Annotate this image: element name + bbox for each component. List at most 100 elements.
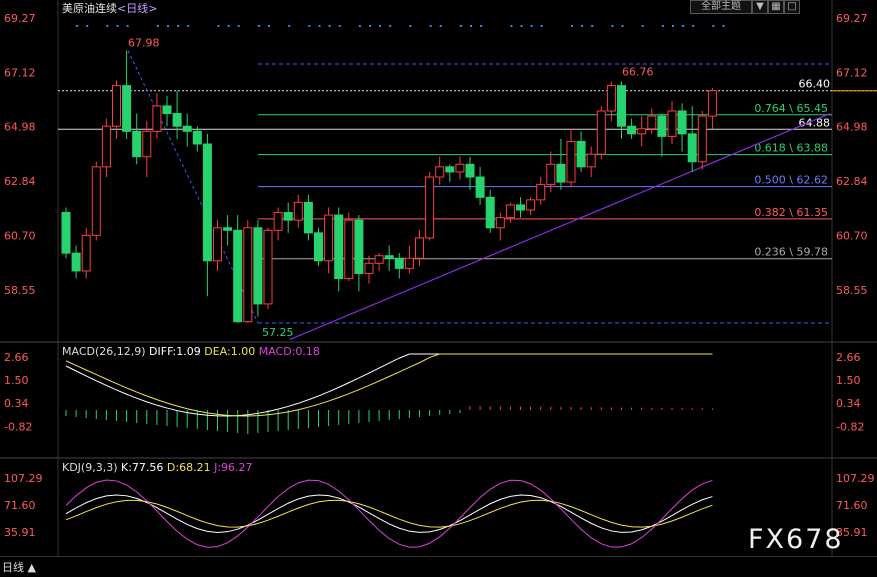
candle-body xyxy=(293,201,303,221)
candle-body xyxy=(475,176,485,198)
low-label: 57.25 xyxy=(262,326,294,339)
event-marker xyxy=(217,25,220,27)
candle-body xyxy=(556,163,566,183)
event-marker xyxy=(116,25,119,27)
price-tick-left: 60.70 xyxy=(4,229,36,242)
price-tick-left: 62.84 xyxy=(4,175,36,188)
event-marker xyxy=(520,25,523,27)
candle-body xyxy=(81,234,91,272)
candle-body xyxy=(202,143,212,262)
candle-body xyxy=(273,212,283,231)
theme-button[interactable]: 全部主题 xyxy=(690,0,752,14)
candle-body xyxy=(152,105,162,132)
price-tick-right: 69.27 xyxy=(836,12,868,25)
event-marker xyxy=(510,25,513,27)
candle-body xyxy=(314,232,323,262)
event-marker xyxy=(237,25,240,27)
event-marker xyxy=(692,25,695,27)
event-marker xyxy=(470,25,472,27)
event-marker xyxy=(167,25,169,27)
candle-body xyxy=(435,166,445,178)
macd-title: MACD(26,12,9) xyxy=(62,345,146,358)
candle-body xyxy=(415,237,424,259)
candle-body xyxy=(324,214,334,262)
event-marker xyxy=(318,25,321,27)
high-label: 67.98 xyxy=(128,37,160,50)
event-marker xyxy=(581,25,584,27)
event-marker xyxy=(338,25,341,27)
event-marker xyxy=(156,25,159,27)
period-selector[interactable]: 日线 ▲ xyxy=(2,561,36,574)
candle-body xyxy=(213,227,222,262)
candle-body xyxy=(283,212,293,221)
candle-body xyxy=(647,115,657,130)
mid-price-label: 64.88 xyxy=(799,116,831,129)
fib-label: 0.764 \ 65.45 xyxy=(754,102,828,115)
fib-label: 0.618 \ 63.88 xyxy=(754,142,828,155)
event-marker xyxy=(257,25,260,27)
grid-icon[interactable]: ▦ xyxy=(768,0,784,14)
candle-body xyxy=(243,227,253,323)
kdj-tick-right: 35.91 xyxy=(836,526,868,539)
price-tick-right: 62.84 xyxy=(836,175,868,188)
candle-body xyxy=(526,199,536,211)
candle-body xyxy=(172,113,182,127)
price-tick-right: 60.70 xyxy=(836,229,868,242)
kdj-tick-left: 107.29 xyxy=(4,472,43,485)
event-marker xyxy=(530,25,533,27)
candle-body xyxy=(677,110,687,135)
chevron-down-icon[interactable]: ▼ xyxy=(752,0,768,14)
event-marker xyxy=(571,25,573,27)
kdj-header: KDJ(9,3,3) K:77.56 D:68.21 J:96.27 xyxy=(62,461,253,474)
event-marker xyxy=(682,25,685,27)
candle-body xyxy=(394,257,404,269)
price-tick-right: 58.55 xyxy=(836,284,868,297)
candle-body xyxy=(344,219,354,280)
candle-body xyxy=(485,196,495,229)
macd-tick-left: 0.34 xyxy=(4,397,29,410)
candle-body xyxy=(263,229,273,305)
candle-body xyxy=(627,125,637,135)
candle-body xyxy=(516,204,525,211)
candle-body xyxy=(122,85,132,132)
candle-body xyxy=(546,163,556,186)
candle-body xyxy=(596,110,606,155)
add-window-icon[interactable]: □ xyxy=(784,0,800,14)
event-marker xyxy=(439,25,442,27)
candle-body xyxy=(192,130,202,145)
candle-body xyxy=(354,219,364,274)
candle-body xyxy=(374,255,384,264)
macd-tick-left: 2.66 xyxy=(4,351,29,364)
period-link[interactable]: <日线> xyxy=(117,2,158,15)
candle-body xyxy=(91,166,101,236)
kdj-tick-left: 71.60 xyxy=(4,499,36,512)
event-marker xyxy=(308,25,311,27)
kdj-title: KDJ(9,3,3) xyxy=(62,461,118,474)
macd-tick-left: -0.82 xyxy=(4,420,32,433)
candle-body xyxy=(445,166,455,173)
macd-dea: DEA:1.00 xyxy=(204,345,256,358)
downtrend-line xyxy=(127,50,259,324)
price-tick-left: 58.55 xyxy=(4,284,36,297)
macd-tick-right: 2.66 xyxy=(836,351,861,364)
event-marker xyxy=(480,25,483,27)
event-marker xyxy=(459,25,462,27)
candle-body xyxy=(667,110,677,137)
kdj-j: J:96.27 xyxy=(214,461,253,474)
event-marker xyxy=(328,25,331,27)
candle-body xyxy=(71,252,81,272)
recent-high-label: 66.76 xyxy=(622,66,654,79)
candle-body xyxy=(657,115,667,137)
event-marker xyxy=(672,25,674,27)
macd-tick-right: 1.50 xyxy=(836,374,861,387)
candle-body xyxy=(233,229,243,323)
candle-body xyxy=(455,163,465,173)
candle-body xyxy=(465,163,475,178)
candle-body xyxy=(495,217,505,229)
price-tick-left: 67.12 xyxy=(4,66,36,79)
candle-body xyxy=(162,105,172,115)
macd-dea-line xyxy=(65,353,713,417)
kdj-k: K:77.56 xyxy=(121,461,164,474)
event-marker xyxy=(187,25,190,27)
